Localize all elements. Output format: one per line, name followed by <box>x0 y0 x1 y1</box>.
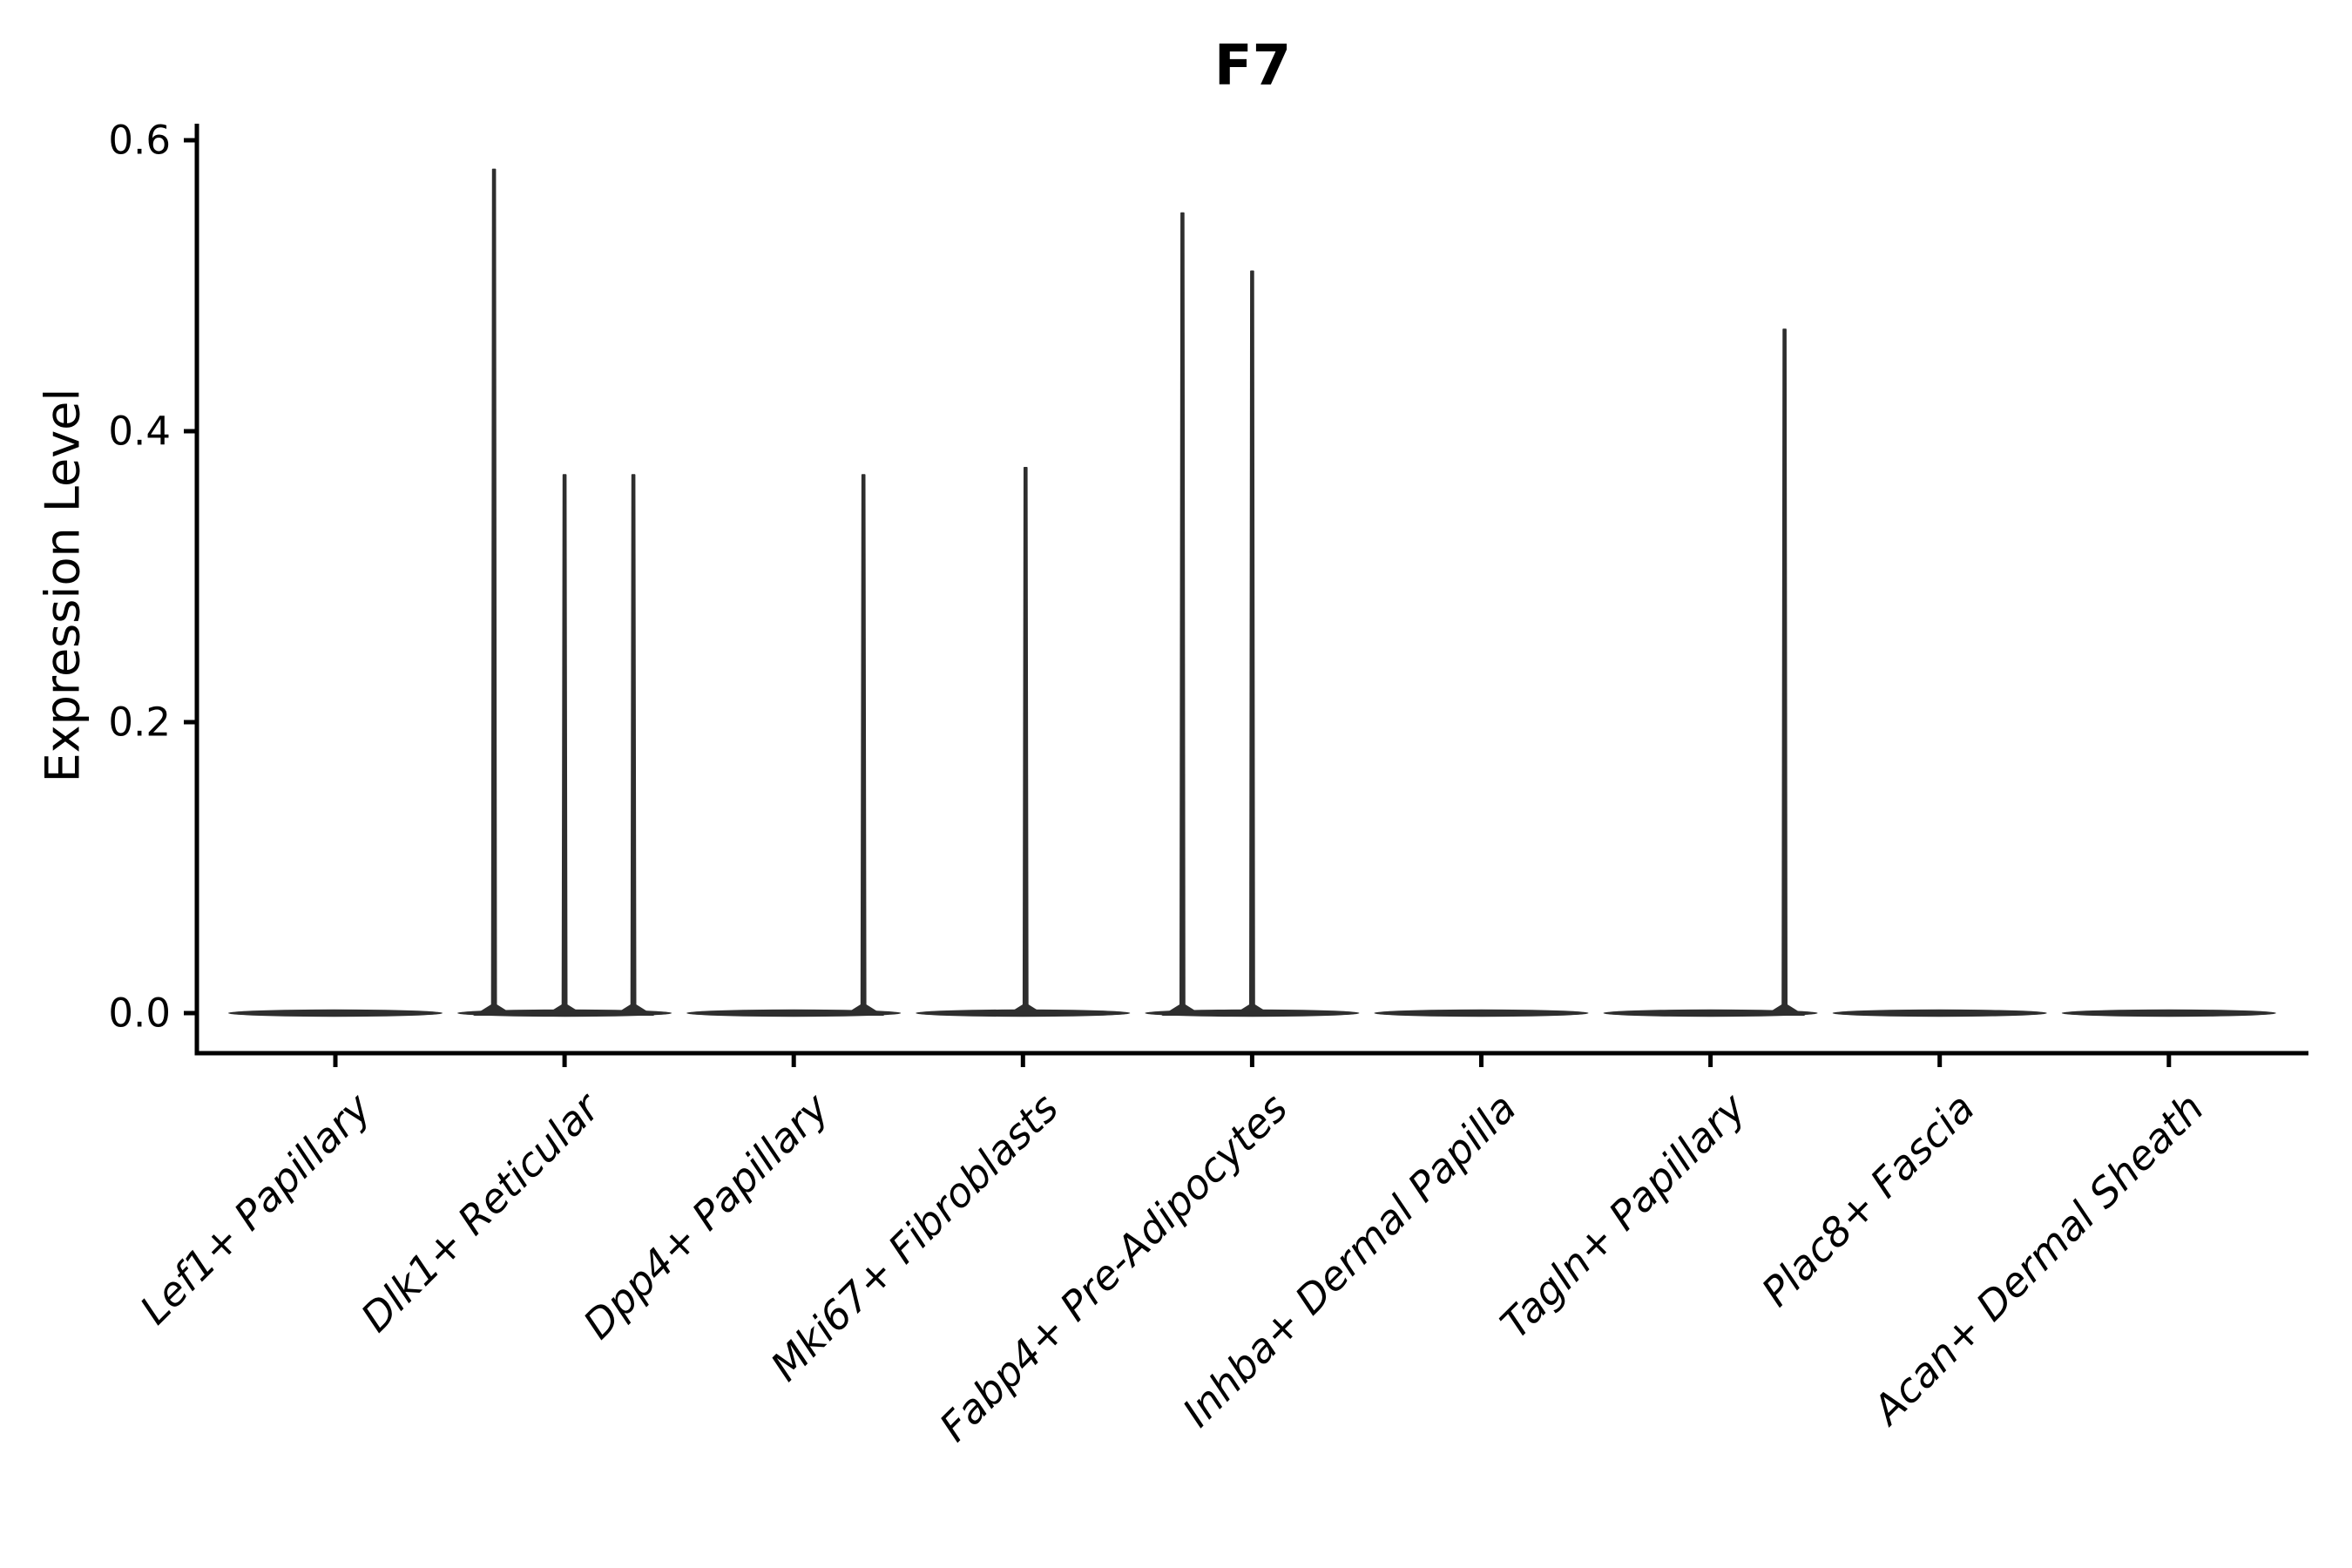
violin-spike <box>1249 270 1255 1014</box>
violin-spike <box>860 474 867 1014</box>
violin-spike <box>1179 212 1186 1014</box>
y-tick-label: 0.6 <box>108 117 171 164</box>
violin-body <box>2061 1009 2276 1017</box>
violin-spike <box>1022 466 1029 1014</box>
violin-spike <box>1781 328 1788 1014</box>
y-tick-label: 0.0 <box>108 990 171 1037</box>
y-tick-label: 0.4 <box>108 408 171 455</box>
chart-title: F7 <box>1213 34 1292 98</box>
violin-body <box>1832 1009 2047 1017</box>
y-axis-label: Expression Level <box>35 388 91 783</box>
y-tick-label: 0.2 <box>108 699 171 746</box>
violin-spike <box>630 474 637 1014</box>
violin-body <box>1374 1009 1589 1017</box>
violin-body <box>228 1009 443 1017</box>
violin-spike <box>561 474 568 1014</box>
violin-body <box>1603 1009 1818 1017</box>
violin-spike <box>490 168 497 1014</box>
